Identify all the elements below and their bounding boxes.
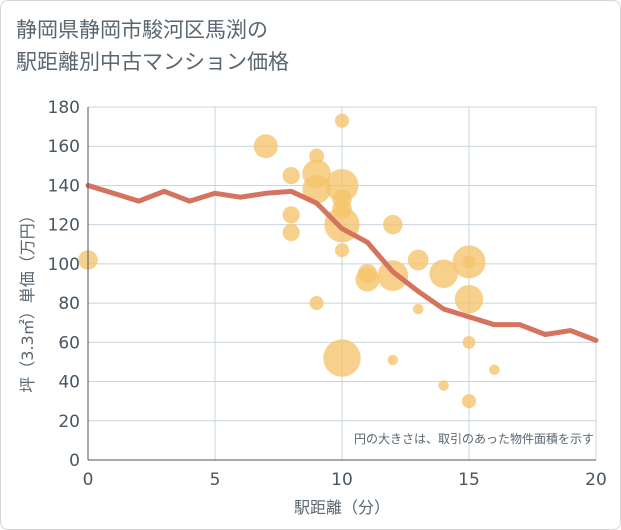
grid-lines <box>87 106 597 461</box>
bubble-point <box>323 339 361 377</box>
bubble-point <box>282 223 300 242</box>
chart-title-line-1: 静岡県静岡市駿河区馬渕の <box>16 18 268 42</box>
x-tick-labels: 0 5 10 15 20 <box>83 470 607 490</box>
bubble-series <box>78 113 500 409</box>
bubble-point <box>489 364 500 376</box>
y-tick-label: 100 <box>48 255 80 275</box>
y-tick-label: 80 <box>58 294 80 314</box>
x-tick-label: 10 <box>331 470 353 490</box>
x-tick-label: 20 <box>585 470 607 490</box>
trend-line <box>85 182 599 343</box>
bubble-point <box>461 394 477 409</box>
bubble-point <box>334 113 350 128</box>
y-tick-labels: 0 20 40 60 80 100 120 140 160 180 <box>48 98 80 471</box>
y-axis-title: 坪（3.3㎡）単価（万円） <box>18 207 37 392</box>
trend-line-series <box>85 182 599 343</box>
x-tick-label: 0 <box>83 470 94 490</box>
bubble-size-note: 円の大きさは、取引のあった物件面積を示す <box>354 431 594 446</box>
bubble-point <box>462 335 476 349</box>
bubble-point <box>387 354 399 366</box>
chart-title-line-2: 駅距離別中古マンション価格 <box>16 50 289 74</box>
bubble-point <box>309 148 325 164</box>
y-tick-label: 180 <box>48 98 80 118</box>
y-tick-label: 60 <box>58 333 80 353</box>
y-tick-label: 0 <box>69 451 80 471</box>
bubble-point <box>334 243 350 258</box>
bubble-point <box>454 284 484 314</box>
bubble-point <box>377 260 409 292</box>
bubble-point <box>325 168 359 202</box>
bubble-point <box>412 303 424 315</box>
bubble-point <box>355 267 380 292</box>
bubble-point <box>309 296 324 311</box>
x-axis-title: 駅距離（分） <box>294 498 390 517</box>
bubble-point <box>253 134 278 159</box>
bubble-point <box>383 214 403 235</box>
bubble-point <box>438 380 449 391</box>
x-tick-label: 5 <box>210 470 221 490</box>
bubble-point <box>282 167 300 185</box>
y-tick-label: 140 <box>48 176 80 196</box>
bubble-point <box>407 249 429 271</box>
chart-title: 静岡県静岡市駿河区馬渕の 駅距離別中古マンション価格 <box>16 14 289 78</box>
y-tick-label: 40 <box>58 373 80 393</box>
bubble-point <box>302 175 331 204</box>
bubble-point <box>429 259 458 288</box>
bubble-point <box>282 206 300 224</box>
y-tick-label: 160 <box>48 137 80 157</box>
axes <box>87 107 596 461</box>
x-tick-label: 15 <box>458 470 480 490</box>
y-tick-label: 20 <box>58 412 80 432</box>
bubble-point <box>462 255 476 269</box>
y-tick-label: 120 <box>48 216 80 236</box>
